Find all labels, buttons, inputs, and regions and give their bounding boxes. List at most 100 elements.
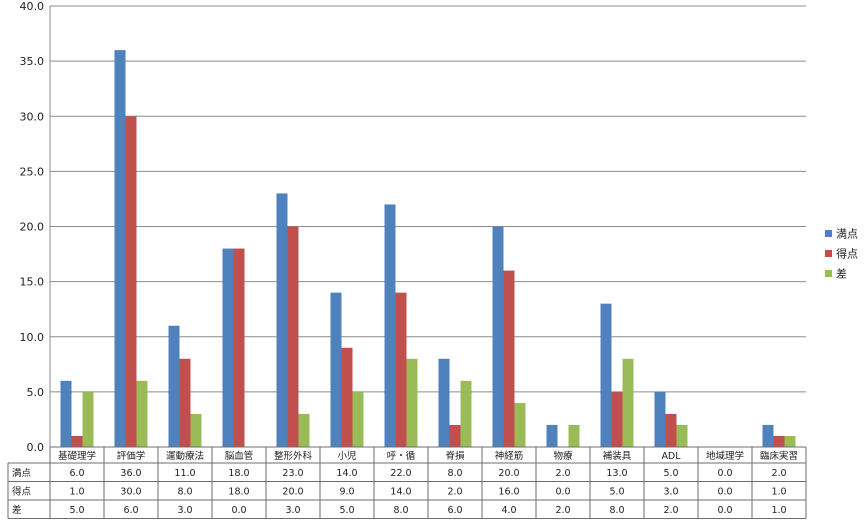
bar xyxy=(395,292,407,447)
table-cell-value: 6.0 xyxy=(123,505,138,516)
table-cell-value: 0.0 xyxy=(555,486,570,497)
category-label: 神経筋 xyxy=(495,450,524,462)
bar xyxy=(676,424,688,447)
bar xyxy=(773,435,785,447)
bar xyxy=(179,358,191,447)
bar xyxy=(287,226,299,447)
table-cell-value: 22.0 xyxy=(390,468,411,479)
category-label: 運動療法 xyxy=(166,450,204,462)
y-tick-label: 15.0 xyxy=(20,276,45,289)
category-label: 小児 xyxy=(337,451,357,462)
legend-label: 満点 xyxy=(836,228,858,241)
table-cell-value: 18.0 xyxy=(228,468,249,479)
table-cell-value: 36.0 xyxy=(120,468,141,479)
bar xyxy=(168,325,180,447)
table-cell-value: 8.0 xyxy=(177,486,192,497)
bar xyxy=(546,424,558,447)
table-cell-value: 23.0 xyxy=(282,468,303,479)
table-cell-value: 0.0 xyxy=(717,486,732,497)
bar xyxy=(784,435,796,447)
bar xyxy=(341,347,353,447)
bar xyxy=(449,424,461,447)
table-cell-value: 2.0 xyxy=(771,468,786,479)
data-table: 基礎理学 評価学 運動療法 脳血管 整形外科 小児 呼・循 脊損 神経筋 物療 補装具 ADL 地域理学… xyxy=(7,446,807,519)
y-tick-label: 40.0 xyxy=(20,0,45,13)
bar xyxy=(222,248,234,447)
y-tick-label: 20.0 xyxy=(20,221,45,234)
table-cell-value: 1.0 xyxy=(771,505,786,516)
legend-swatch xyxy=(825,250,832,257)
category-label: 地域理学 xyxy=(706,450,744,462)
legend-swatch xyxy=(825,270,832,277)
bar xyxy=(460,380,472,447)
bar xyxy=(276,193,288,447)
bar xyxy=(125,116,137,447)
table-cell-value: 3.0 xyxy=(285,505,300,516)
row-series-name: 得点 xyxy=(12,485,32,497)
category-label: 脳血管 xyxy=(225,450,254,462)
category-label: 整形外科 xyxy=(274,450,313,462)
bar xyxy=(384,204,396,447)
bar xyxy=(438,358,450,447)
table-cell-value: 20.0 xyxy=(498,468,519,479)
table-cell-value: 2.0 xyxy=(555,468,570,479)
table-cell-value: 5.0 xyxy=(339,505,354,516)
table-cell-value: 3.0 xyxy=(177,505,192,516)
legend-swatch xyxy=(825,230,832,237)
category-label: 呼・循 xyxy=(387,450,416,462)
bar xyxy=(622,358,634,447)
gridlines xyxy=(50,5,806,448)
bar xyxy=(114,50,126,447)
y-tick-label: 30.0 xyxy=(20,110,45,123)
bar xyxy=(60,380,72,447)
row-series-name: 満点 xyxy=(12,468,32,479)
table-cell-value: 5.0 xyxy=(663,468,678,479)
y-tick-label: 25.0 xyxy=(20,165,45,178)
table-cell-value: 0.0 xyxy=(717,505,732,516)
row-series-name: 差 xyxy=(12,504,22,516)
bar xyxy=(611,391,623,447)
category-label: ADL xyxy=(661,451,681,462)
table-cell-value: 11.0 xyxy=(174,468,195,479)
bar xyxy=(352,391,364,447)
table-cell-value: 2.0 xyxy=(663,505,678,516)
table-cell-value: 20.0 xyxy=(282,486,303,497)
table-cell-value: 6.0 xyxy=(69,468,84,479)
y-tick-label: 5.0 xyxy=(27,386,45,399)
y-tick-label: 35.0 xyxy=(20,55,45,68)
category-label: 脊損 xyxy=(445,450,465,462)
table-cell-value: 5.0 xyxy=(69,505,84,516)
table-cell-value: 3.0 xyxy=(663,486,678,497)
category-label: 臨床実習 xyxy=(760,450,798,462)
bars xyxy=(60,50,796,447)
bar xyxy=(190,413,202,447)
bar xyxy=(330,292,342,447)
table-cell-value: 5.0 xyxy=(609,486,624,497)
legend-label: 差 xyxy=(836,267,847,281)
bar xyxy=(492,226,504,447)
table-cell-value: 1.0 xyxy=(69,486,84,497)
category-label: 補装具 xyxy=(603,450,632,462)
bar xyxy=(406,358,418,447)
category-label: 評価学 xyxy=(117,450,146,462)
table-cell-value: 13.0 xyxy=(606,468,627,479)
category-label: 基礎理学 xyxy=(58,450,96,462)
bar xyxy=(71,435,83,447)
bar xyxy=(136,380,148,447)
bar xyxy=(503,270,515,447)
table-cell-value: 2.0 xyxy=(555,505,570,516)
table-cell-value: 18.0 xyxy=(228,486,249,497)
category-label: 物療 xyxy=(553,450,573,462)
bar xyxy=(568,424,580,447)
table-cell-value: 14.0 xyxy=(336,468,357,479)
bar xyxy=(762,424,774,447)
table-cell-value: 9.0 xyxy=(339,486,354,497)
y-tick-label: 10.0 xyxy=(20,331,45,344)
table-cell-value: 30.0 xyxy=(120,486,141,497)
table-cell-value: 0.0 xyxy=(231,505,246,516)
bar xyxy=(654,391,666,447)
table-cell-value: 1.0 xyxy=(771,486,786,497)
table-cell-value: 8.0 xyxy=(393,505,408,516)
table-cell-value: 4.0 xyxy=(501,505,516,516)
